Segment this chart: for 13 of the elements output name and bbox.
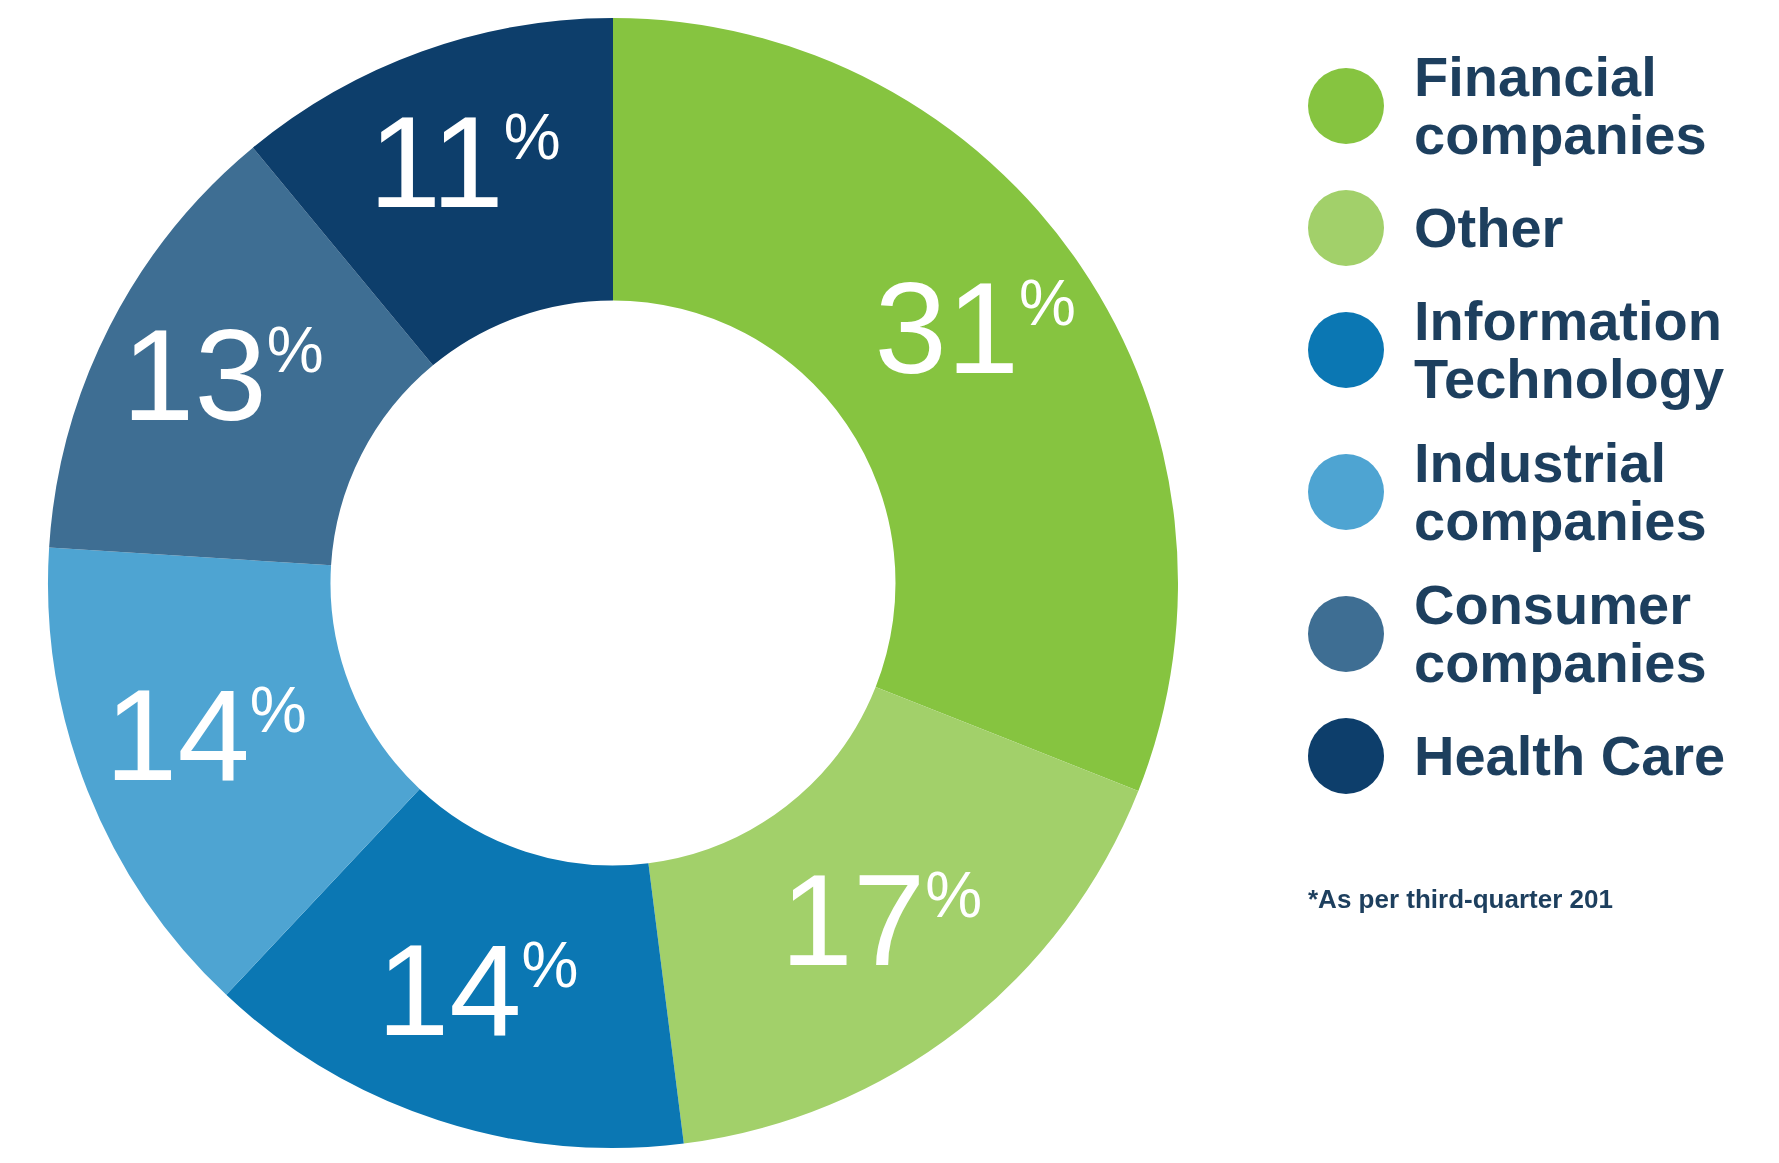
data-label: 13% <box>122 302 324 449</box>
legend-label: Consumer companies <box>1414 573 1708 694</box>
legend-label: Financial companies <box>1414 45 1708 166</box>
data-label: 31% <box>874 254 1076 401</box>
data-label: 11% <box>368 88 561 235</box>
data-label: 14% <box>376 917 579 1064</box>
legend-label: Industrial companies <box>1414 431 1708 552</box>
legend-label: Other <box>1414 196 1564 259</box>
legend-label: Health Care <box>1414 724 1726 787</box>
data-label: 14% <box>105 662 307 809</box>
legend-label: Information Technology <box>1414 289 1726 410</box>
data-label: 17% <box>780 846 983 993</box>
text: *As per third-quarter 201 <box>1308 884 1614 915</box>
